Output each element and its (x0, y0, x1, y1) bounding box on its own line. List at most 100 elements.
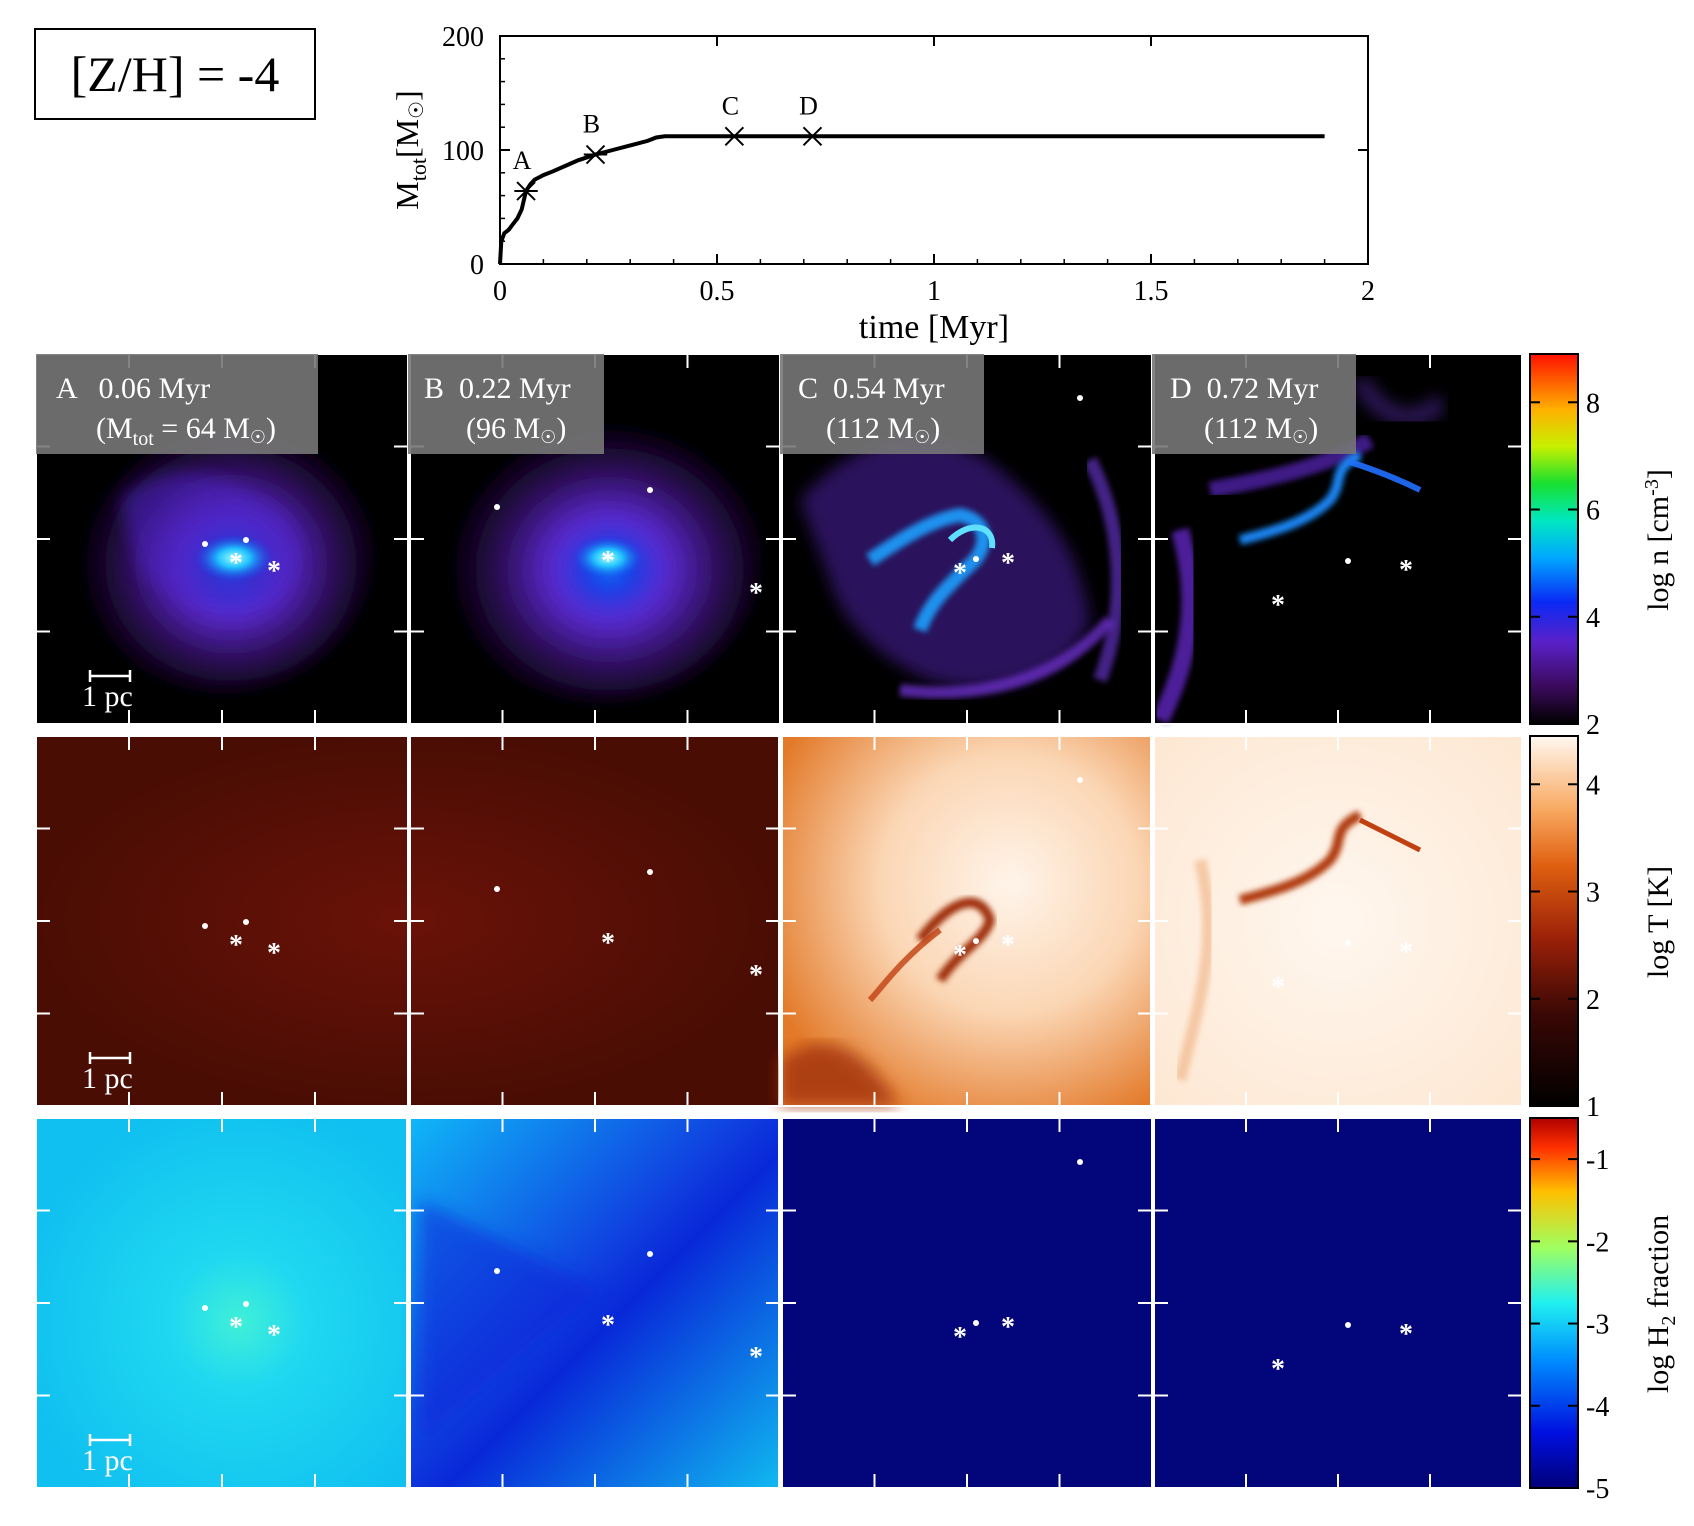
y-tick-label: 100 (442, 136, 484, 167)
svg-text:A 0.06 Myr: A 0.06 Myr (56, 372, 210, 405)
x-tick-label: 1.5 (1134, 276, 1169, 307)
sink-markers: * * * * * * * * * * * * * * * * * * * * * * * * (202, 395, 1413, 1385)
marker-d: D (799, 91, 825, 147)
colorbar-ticks: 2 4 6 8 1 2 3 4 -1 -2 -3 -4 -5 (1530, 388, 1609, 1505)
svg-text:(112 M☉): (112 M☉) (826, 412, 940, 447)
scale-bar: 1 pc (82, 1052, 133, 1095)
colorbar-temperature (1529, 735, 1579, 1107)
scale-bar-label: 1 pc (82, 1444, 133, 1477)
star-marker: * (1399, 937, 1413, 968)
marker-label: B (583, 110, 600, 139)
marker-a: A (513, 146, 538, 201)
star-marker: * (267, 1320, 281, 1351)
svg-text:D 0.72 Myr: D 0.72 Myr (1170, 372, 1318, 405)
x-tick-label: 0.5 (700, 276, 735, 307)
star-marker: * (1001, 1312, 1015, 1343)
sink-dot (973, 938, 979, 944)
h2-fraction-row (36, 1118, 1522, 1488)
sink-dot (647, 869, 653, 875)
sink-dot (243, 919, 249, 925)
colorbar-h2-label: log H2 fraction (1642, 1215, 1680, 1393)
colorbar-tick-label: 6 (1586, 496, 1600, 527)
star-marker: * (229, 930, 243, 961)
scale-bar-label: 1 pc (82, 680, 133, 713)
svg-text:(112 M☉): (112 M☉) (1204, 412, 1318, 447)
star-marker: * (601, 928, 615, 959)
mass-time-chart: 0 0.5 1 1.5 2 0 100 200 A B C D time [Myr] Mtot[M☉… (389, 22, 1375, 346)
chart-tick-labels: 0 0.5 1 1.5 2 0 100 200 (442, 22, 1375, 307)
colorbar-tick-label: -1 (1586, 1145, 1609, 1176)
sun-symbol: ☉ (250, 427, 266, 447)
marker-c: C (722, 91, 747, 147)
colorbar-tick-label: 1 (1586, 1092, 1600, 1123)
series-line (498, 134, 1325, 265)
sink-dot (1077, 1159, 1083, 1165)
h2-panel-a (36, 1118, 406, 1488)
colorbar-tick-label: -5 (1586, 1474, 1609, 1505)
density-panel-b (440, 410, 760, 700)
panel-label-a: A 0.06 Myr (Mtot = 64 M☉) (36, 354, 318, 454)
star-marker: * (749, 1342, 763, 1373)
sun-symbol: ☉ (540, 427, 556, 447)
colorbar-density-label: log n [cm-3] (1641, 469, 1675, 611)
density-panel-c (800, 438, 1126, 699)
x-tick-label: 2 (1361, 276, 1375, 307)
panel-labels: A 0.06 Myr (Mtot = 64 M☉) B 0.22 Myr (96… (36, 354, 1356, 454)
sink-dot (1077, 395, 1083, 401)
metallicity-label: [Z/H] = -4 (34, 28, 316, 120)
sun-symbol: ☉ (406, 101, 428, 119)
star-marker: * (1001, 930, 1015, 961)
star-marker: * (1271, 972, 1285, 1003)
colorbar-tick-label: 4 (1586, 603, 1600, 634)
star-marker: * (749, 960, 763, 991)
svg-text:C 0.54 Myr: C 0.54 Myr (798, 372, 945, 405)
colorbar-tick-label: 3 (1586, 878, 1600, 909)
sink-dot (1345, 558, 1351, 564)
star-marker: * (267, 556, 281, 587)
colorbar-tick-label: -4 (1586, 1392, 1609, 1423)
sun-symbol: ☉ (1292, 427, 1308, 447)
sink-dot (202, 923, 208, 929)
temperature-panel-d (1152, 736, 1522, 1106)
colorbar-tick-label: -2 (1586, 1227, 1609, 1258)
colorbar-tick-label: 2 (1586, 710, 1600, 741)
marker-b: B (583, 110, 608, 165)
svg-text:(Mtot = 64 M☉): (Mtot = 64 M☉) (96, 412, 276, 450)
sink-dot (202, 541, 208, 547)
sink-dot (973, 556, 979, 562)
density-panel-a (72, 410, 372, 690)
star-marker: * (601, 1310, 615, 1341)
colorbar-tick-label: 8 (1586, 388, 1600, 419)
sink-dot (1077, 777, 1083, 783)
panel-label-c: C 0.54 Myr (112 M☉) (780, 354, 984, 454)
scale-bar: 1 pc (82, 670, 133, 713)
svg-text:B 0.22 Myr: B 0.22 Myr (424, 372, 571, 405)
marker-label: A (513, 146, 532, 175)
star-marker: * (1399, 555, 1413, 586)
sink-dot (973, 1320, 979, 1326)
star-marker: * (953, 940, 967, 971)
y-tick-label: 0 (470, 250, 484, 281)
colorbar-density (1529, 353, 1579, 725)
density-panel-d (1151, 376, 1447, 725)
star-marker: * (749, 578, 763, 609)
scale-bars: 1 pc 1 pc 1 pc (82, 670, 133, 1477)
star-marker: * (953, 1322, 967, 1353)
scale-bar: 1 pc (82, 1434, 133, 1477)
marker-label: C (722, 91, 739, 120)
y-tick-label: 200 (442, 22, 484, 53)
sink-dot (647, 487, 653, 493)
temperature-row (36, 736, 1522, 1106)
panel-label-b: B 0.22 Myr (96 M☉) (408, 354, 604, 454)
panel-label-d: D 0.72 Myr (112 M☉) (1152, 354, 1356, 454)
sink-dot (243, 1301, 249, 1307)
scale-bar-label: 1 pc (82, 1062, 133, 1095)
colorbar-tick-label: 4 (1586, 770, 1600, 801)
sink-dot (494, 504, 500, 510)
star-marker: * (1271, 1354, 1285, 1385)
chart-markers: A B C D (513, 91, 825, 201)
sink-dot (494, 886, 500, 892)
x-tick-label: 0 (493, 276, 507, 307)
marker-label: D (799, 91, 818, 120)
